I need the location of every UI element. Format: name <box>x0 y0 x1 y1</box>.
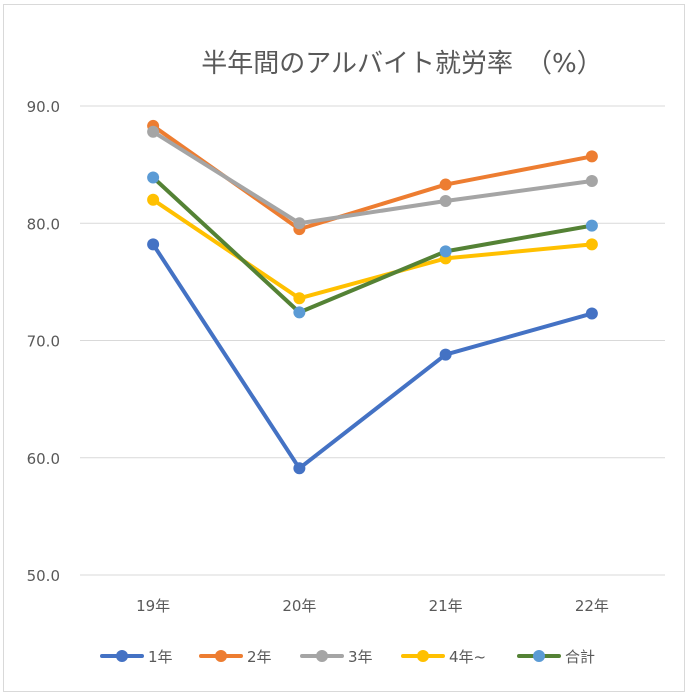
data-point <box>439 245 452 258</box>
data-point <box>147 238 160 251</box>
x-tick-label: 19年 <box>136 597 170 615</box>
y-tick-label: 50.0 <box>27 567 60 585</box>
series-lines <box>147 119 598 475</box>
legend-swatch-marker <box>316 650 328 662</box>
data-point <box>293 306 306 319</box>
x-axis-ticks: 19年 20年 21年 22年 <box>136 597 609 615</box>
legend-swatch-marker <box>533 650 545 662</box>
series-4 <box>147 193 598 305</box>
y-tick-label: 80.0 <box>27 215 60 233</box>
data-point <box>293 462 306 475</box>
y-tick-label: 90.0 <box>27 98 60 116</box>
data-point <box>585 238 598 251</box>
chart-frame <box>3 4 685 692</box>
data-point <box>585 307 598 320</box>
legend-label: 2年 <box>247 648 272 666</box>
series-5 <box>147 171 598 319</box>
legend-swatch-marker <box>215 650 227 662</box>
series-line <box>151 197 594 301</box>
y-axis-ticks: 90.0 80.0 70.0 60.0 50.0 <box>27 98 60 585</box>
legend-label: 4年~ <box>449 648 486 666</box>
data-point <box>293 217 306 230</box>
legend: 1年 2年 3年 4年~ 合計 <box>100 648 595 666</box>
data-point <box>439 178 452 191</box>
data-point <box>293 292 306 305</box>
legend-item: 3年 <box>300 648 373 666</box>
x-tick-label: 21年 <box>429 597 463 615</box>
series-2 <box>147 119 598 236</box>
x-tick-label: 22年 <box>575 597 609 615</box>
series-3 <box>147 125 598 230</box>
series-line <box>151 242 594 471</box>
y-tick-label: 60.0 <box>27 450 60 468</box>
data-point <box>585 175 598 188</box>
legend-label: 3年 <box>348 648 373 666</box>
data-point <box>439 194 452 207</box>
legend-item: 合計 <box>517 648 595 666</box>
y-tick-label: 70.0 <box>27 333 60 351</box>
data-point <box>585 150 598 163</box>
chart-title: 半年間のアルバイト就労率 （%） <box>201 49 602 79</box>
legend-item: 4年~ <box>401 648 486 666</box>
data-point <box>439 348 452 361</box>
x-tick-label: 20年 <box>282 597 316 615</box>
data-point <box>147 193 160 206</box>
series-line <box>151 129 594 226</box>
legend-label: 合計 <box>565 648 595 666</box>
legend-item: 1年 <box>100 648 173 666</box>
data-point <box>147 171 160 184</box>
series-1 <box>147 238 598 475</box>
legend-swatch-marker <box>417 650 429 662</box>
legend-swatch-marker <box>116 650 128 662</box>
series-line <box>151 175 594 315</box>
data-point <box>147 125 160 138</box>
legend-item: 2年 <box>199 648 272 666</box>
legend-label: 1年 <box>148 648 173 666</box>
gridlines <box>80 105 665 576</box>
data-point <box>585 219 598 232</box>
